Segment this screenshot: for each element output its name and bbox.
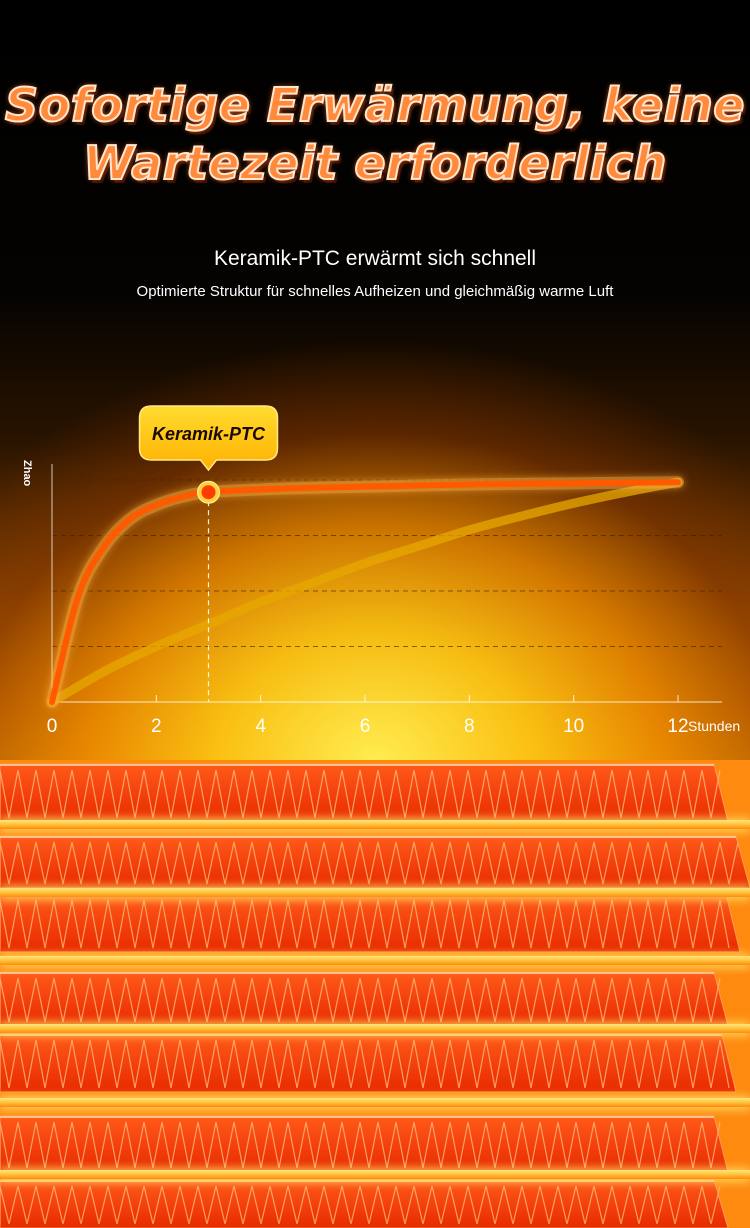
x-tick-label: 12 xyxy=(667,716,688,737)
heating-curve-chart: 0 2 4 6 8 10 12 Keramik-PTC Zhao Stunden xyxy=(21,405,740,737)
heating-bar xyxy=(0,956,750,965)
x-axis-unit: Stunden xyxy=(688,718,740,734)
fin-wave xyxy=(0,1185,721,1225)
y-axis-label: Zhao xyxy=(21,460,33,487)
x-tick-label: 4 xyxy=(255,716,266,737)
x-tick-label: 10 xyxy=(563,716,584,737)
heating-bar xyxy=(0,1098,750,1107)
fin-wave xyxy=(0,769,721,819)
x-tick-label: 2 xyxy=(151,716,162,737)
title-line-1: Sofortige Erwärmung, keine xyxy=(4,77,745,133)
x-tick-label: 6 xyxy=(360,716,371,737)
fin-wave xyxy=(0,1121,721,1169)
description: Optimierte Struktur für schnelles Aufhei… xyxy=(136,283,614,300)
series-line-ptc xyxy=(49,479,681,705)
heater-fin-row xyxy=(0,971,729,1027)
annotation-label: Keramik-PTC xyxy=(152,424,266,444)
heating-bar xyxy=(0,1170,750,1179)
heater-fin-row xyxy=(0,893,741,953)
heater-fin-row xyxy=(0,763,729,823)
series-glow-ptc xyxy=(46,476,684,708)
heating-bar xyxy=(0,888,750,897)
heating-bar xyxy=(0,1024,750,1033)
series-line-comparison xyxy=(47,477,683,707)
title-line-2: Wartezeit erforderlich xyxy=(82,135,667,191)
annotation: Keramik-PTC xyxy=(138,405,279,702)
subtitle: Keramik-PTC erwärmt sich schnell xyxy=(213,247,537,270)
heating-bar xyxy=(0,820,750,829)
fin-wave xyxy=(0,977,721,1023)
fin-wave xyxy=(0,841,739,885)
annotation-callout xyxy=(138,405,279,472)
x-tick-label: 8 xyxy=(464,716,475,737)
fin-wave xyxy=(0,1039,730,1089)
heater-fin-row xyxy=(0,835,750,889)
heater-fin-row xyxy=(0,1179,729,1228)
annotation-marker xyxy=(201,485,216,500)
page-title: Sofortige Erwärmung, keine Wartezeit erf… xyxy=(0,76,750,192)
ptc-heating-element xyxy=(0,760,750,1228)
heater-fin-row xyxy=(0,1033,737,1093)
heater-fin-row xyxy=(0,1115,729,1173)
x-tick-label: 0 xyxy=(47,716,58,737)
axes: 0 2 4 6 8 10 12 xyxy=(47,464,722,737)
series xyxy=(46,476,684,708)
